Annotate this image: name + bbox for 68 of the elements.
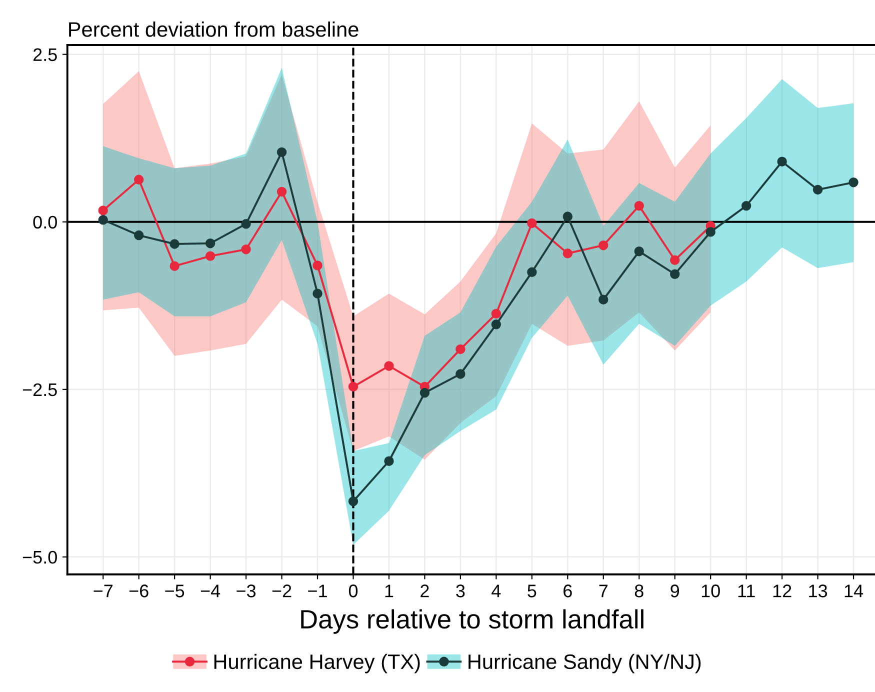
x-tick-label: 0 [348, 584, 358, 598]
x-tick-label: 9 [670, 584, 680, 598]
point [812, 184, 823, 195]
point [241, 244, 251, 254]
point [670, 269, 680, 280]
y-tick-label: −2.5 [22, 383, 57, 396]
point [527, 267, 537, 278]
y-tick-label: −5.0 [22, 550, 57, 564]
x-tick-label: 6 [564, 584, 572, 598]
x-axis-title: Days relative to storm landfall [301, 609, 644, 634]
point [276, 147, 287, 158]
x-tick-label: 4 [492, 584, 501, 598]
legend-label: Hurricane Harvey (TX) [214, 654, 420, 674]
x-tick-label: −1 [308, 584, 327, 598]
point [420, 388, 430, 398]
point [134, 174, 144, 185]
point [848, 177, 858, 188]
x-tick-label: 2 [420, 584, 429, 598]
x-tick-label: 14 [844, 584, 864, 598]
x-tick-label: 7 [599, 584, 608, 598]
point [384, 456, 394, 466]
point [170, 261, 180, 271]
x-tick-label: 12 [773, 584, 792, 598]
point [456, 344, 466, 354]
point [241, 219, 251, 229]
point [598, 294, 608, 304]
point [98, 206, 108, 216]
point [384, 361, 394, 371]
x-tick-label: 5 [528, 584, 536, 598]
x-tick-label: −7 [94, 584, 112, 598]
point [527, 218, 537, 228]
point [205, 251, 216, 261]
x-tick-label: −4 [200, 584, 220, 598]
point [634, 246, 644, 256]
y-tick-label: 0.0 [33, 216, 57, 229]
point [348, 382, 358, 392]
point [276, 186, 287, 197]
point [205, 238, 216, 248]
legend-label: Hurricane Sandy (NY/NJ) [468, 654, 701, 674]
point [456, 369, 466, 379]
point [598, 240, 608, 250]
x-tick-label: 10 [702, 584, 720, 598]
point [491, 308, 502, 319]
point [562, 248, 573, 258]
x-tick-label: 13 [809, 584, 828, 598]
point [170, 239, 180, 249]
chart-title: Percent deviation from baseline [69, 22, 358, 37]
point [706, 227, 716, 237]
x-tick-label: 1 [385, 584, 394, 598]
point [634, 200, 644, 211]
point [777, 156, 787, 166]
x-tick-label: −5 [165, 584, 184, 598]
point [98, 215, 108, 225]
x-tick-label: 8 [634, 584, 644, 598]
point [670, 255, 680, 265]
point [312, 260, 322, 270]
point [491, 320, 502, 330]
x-tick-label: −3 [236, 584, 256, 598]
x-tick-label: −6 [129, 584, 148, 598]
x-tick-label: −2 [272, 584, 292, 598]
x-tick-label: 11 [738, 584, 755, 598]
x-tick-label: 3 [456, 584, 465, 598]
point [312, 288, 322, 298]
point [741, 200, 752, 211]
y-tick-label: 2.5 [33, 48, 57, 62]
point [348, 496, 358, 506]
point [134, 230, 144, 240]
point [562, 212, 573, 222]
